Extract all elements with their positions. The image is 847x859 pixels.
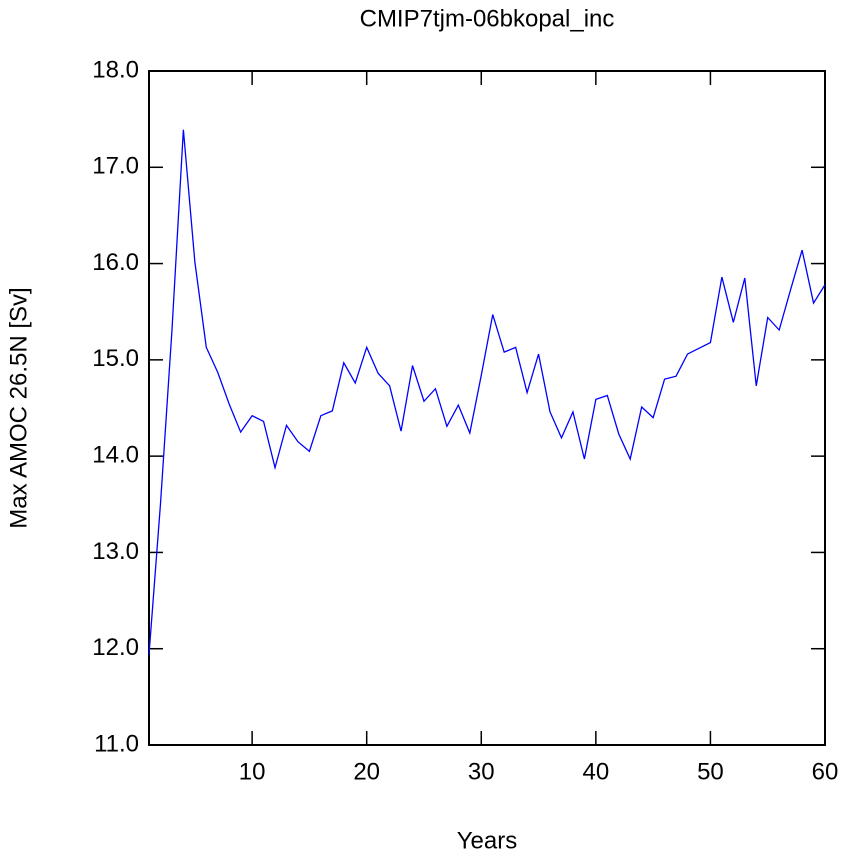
x-axis-label: Years <box>457 827 518 854</box>
y-tick-label: 12.0 <box>92 634 139 661</box>
x-tick-label: 60 <box>812 758 839 785</box>
chart-title: CMIP7tjm-06bkopal_inc <box>360 5 615 32</box>
y-tick-label: 18.0 <box>92 56 139 83</box>
y-tick-label: 13.0 <box>92 538 139 565</box>
x-tick-label: 50 <box>697 758 724 785</box>
y-tick-label: 11.0 <box>94 730 139 757</box>
y-tick-label: 16.0 <box>92 249 139 276</box>
y-tick-label: 15.0 <box>92 345 139 372</box>
data-line <box>148 129 826 655</box>
x-tick-label: 20 <box>353 758 380 785</box>
x-tick-label: 10 <box>239 758 266 785</box>
y-tick-label: 17.0 <box>92 153 139 180</box>
y-axis-label: Max AMOC 26.5N [Sv] <box>5 287 32 528</box>
y-tick-label: 14.0 <box>92 441 139 468</box>
x-tick-label: 30 <box>468 758 495 785</box>
x-tick-label: 40 <box>582 758 609 785</box>
plot-frame <box>148 70 826 746</box>
